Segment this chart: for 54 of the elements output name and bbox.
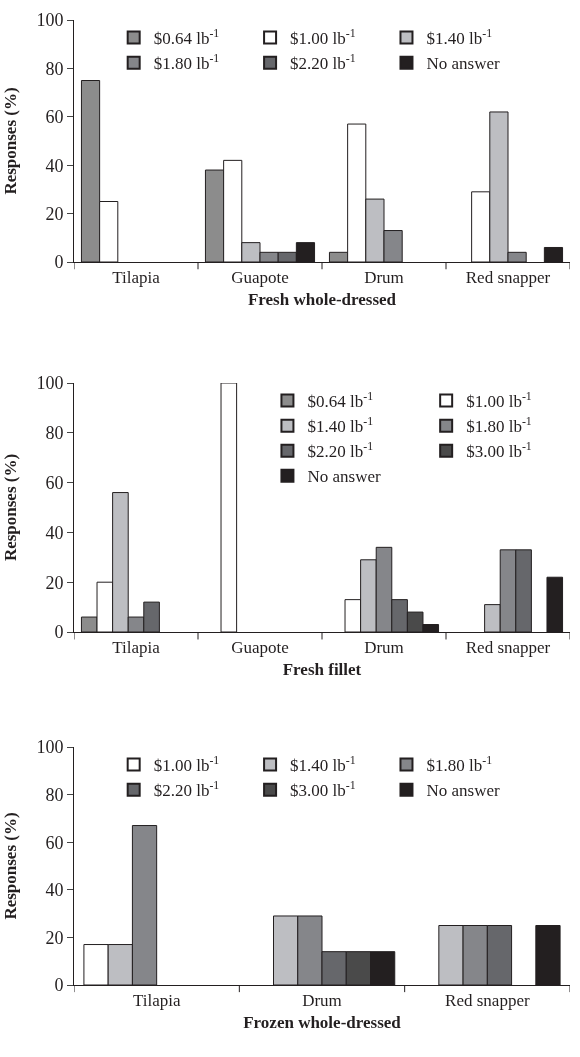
legend-label: $0.64 lb$^{-1}$ [153, 26, 220, 49]
legend-label: $1.80 lb$^{-1}$ [153, 51, 220, 74]
y-tick-label: 60 [45, 832, 64, 853]
x-tick-label: Red snapper [445, 991, 530, 1011]
x-tick-label: Red snapper [465, 268, 551, 288]
x-tick-label: Drum [302, 991, 342, 1011]
x-tick-label: Red snapper [465, 638, 551, 658]
y-axis-title: Responses (%) [0, 812, 20, 920]
legend-label: No answer [426, 54, 500, 74]
y-tick-label: 40 [45, 880, 64, 901]
legend-label: $0.64 lb$^{-1}$ [307, 389, 374, 412]
x-axis-title: Frozen whole-dressed [243, 1012, 402, 1032]
y-axis-title: Responses (%) [0, 453, 20, 562]
y-axis-title: Responses (%) [0, 87, 20, 195]
legend-label: $2.20 lb$^{-1}$ [153, 778, 220, 801]
legend-label: $1.00 lb$^{-1}$ [466, 389, 532, 412]
legend-label: $2.20 lb$^{-1}$ [307, 439, 374, 462]
x-tick-label: Tilapia [132, 991, 181, 1011]
legend-label: No answer [426, 781, 500, 801]
y-tick-label: 80 [45, 784, 64, 805]
y-tick-label: 0 [54, 252, 64, 273]
legend-label: $3.00 lb$^{-1}$ [290, 778, 356, 801]
y-tick-label: 0 [54, 975, 64, 996]
y-tick-label: 40 [45, 155, 64, 176]
x-tick-label: Guapote [231, 268, 289, 288]
legend-label: $1.80 lb$^{-1}$ [466, 414, 532, 437]
x-tick-label: Guapote [231, 638, 289, 658]
y-tick-label: 40 [45, 522, 64, 543]
legend-label: $2.20 lb$^{-1}$ [290, 51, 356, 74]
y-tick-label: 100 [36, 373, 64, 394]
x-tick-label: Drum [364, 638, 404, 658]
x-axis-title: Fresh fillet [282, 659, 362, 679]
y-tick-label: 0 [54, 622, 64, 643]
x-tick-label: Tilapia [112, 638, 161, 658]
y-tick-label: 100 [36, 10, 64, 31]
y-tick-label: 20 [45, 203, 64, 224]
legend-label: $1.00 lb$^{-1}$ [290, 26, 356, 49]
legend-label: $1.80 lb$^{-1}$ [426, 753, 493, 776]
legend-label: $1.40 lb$^{-1}$ [290, 753, 356, 776]
y-tick-label: 60 [45, 107, 64, 128]
y-tick-label: 100 [36, 737, 64, 758]
x-axis-title: Fresh whole-dressed [247, 289, 397, 309]
y-tick-label: 60 [45, 472, 64, 493]
legend-label: $1.40 lb$^{-1}$ [307, 414, 374, 437]
legend-label: No answer [307, 467, 381, 487]
y-tick-label: 80 [45, 423, 64, 444]
x-tick-label: Tilapia [112, 268, 161, 288]
y-tick-label: 20 [45, 572, 64, 593]
legend-label: $1.40 lb$^{-1}$ [426, 26, 493, 49]
x-tick-label: Drum [364, 268, 404, 288]
legend-label: $3.00 lb$^{-1}$ [466, 439, 532, 462]
y-tick-label: 20 [45, 927, 64, 948]
legend-label: $1.00 lb$^{-1}$ [153, 753, 220, 776]
y-tick-label: 80 [45, 58, 64, 79]
